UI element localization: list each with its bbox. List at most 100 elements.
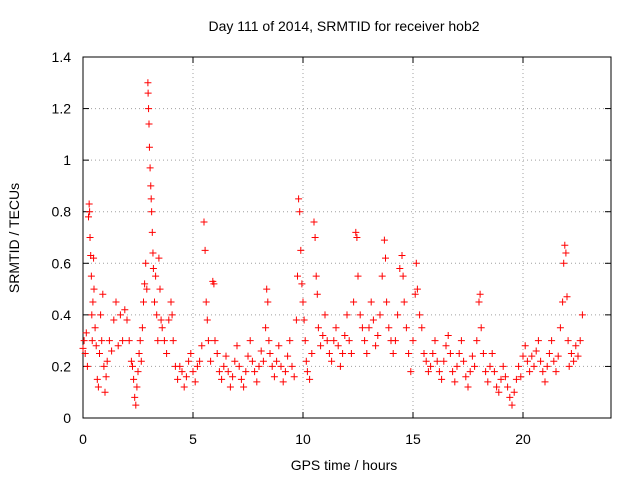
- data-point: [100, 362, 108, 370]
- data-point: [125, 337, 133, 345]
- data-point: [449, 368, 457, 376]
- data-point: [576, 337, 584, 345]
- data-point: [501, 373, 509, 381]
- data-point: [303, 368, 311, 376]
- data-point: [255, 362, 263, 370]
- data-point: [399, 272, 407, 280]
- data-point: [88, 337, 96, 345]
- data-point: [482, 368, 490, 376]
- data-point: [174, 375, 182, 383]
- data-point: [550, 357, 558, 365]
- data-point: [114, 342, 122, 350]
- data-point: [354, 272, 362, 280]
- data-point: [207, 357, 215, 365]
- data-point: [265, 337, 273, 345]
- plot-frame: [82, 56, 612, 419]
- data-point: [135, 350, 143, 358]
- data-point: [147, 195, 155, 203]
- data-point: [424, 368, 432, 376]
- data-point: [87, 272, 95, 280]
- data-point: [521, 342, 529, 350]
- data-point: [495, 388, 503, 396]
- data-point: [226, 383, 234, 391]
- data-point: [148, 228, 156, 236]
- data-point: [141, 280, 149, 288]
- data-point: [341, 331, 349, 339]
- data-point: [455, 350, 463, 358]
- data-point: [229, 373, 237, 381]
- data-point: [363, 350, 371, 358]
- data-point: [374, 331, 382, 339]
- data-point: [142, 259, 150, 267]
- data-point: [532, 347, 540, 355]
- data-point: [200, 218, 208, 226]
- data-point: [148, 208, 156, 216]
- data-point: [138, 324, 146, 332]
- data-point: [497, 375, 505, 383]
- data-point: [203, 316, 211, 324]
- data-point: [385, 324, 393, 332]
- data-point: [561, 241, 569, 249]
- data-point: [204, 337, 212, 345]
- data-point: [506, 393, 514, 401]
- x-tick-label: 5: [189, 431, 197, 447]
- data-point: [167, 298, 175, 306]
- data-point: [294, 272, 301, 280]
- data-point: [356, 311, 364, 319]
- data-point: [297, 246, 305, 254]
- data-point: [298, 280, 306, 288]
- data-point: [158, 324, 166, 332]
- data-point: [302, 357, 310, 365]
- data-point: [127, 357, 135, 365]
- data-point: [574, 352, 582, 360]
- data-point: [314, 324, 322, 332]
- data-point: [416, 311, 424, 319]
- data-point: [528, 352, 536, 360]
- data-point: [86, 234, 94, 241]
- data-point: [460, 357, 468, 365]
- data-point: [136, 337, 144, 345]
- data-point: [165, 316, 173, 324]
- data-point: [101, 388, 109, 396]
- data-point: [146, 164, 154, 172]
- data-point: [310, 218, 318, 226]
- data-point: [365, 324, 373, 332]
- data-point: [86, 208, 94, 216]
- data-point: [140, 298, 147, 306]
- data-point: [99, 290, 107, 298]
- data-point: [133, 383, 141, 391]
- y-tick-label: 0: [63, 410, 71, 426]
- data-point: [119, 337, 127, 345]
- data-point: [312, 272, 320, 280]
- data-point: [530, 362, 538, 370]
- y-tick-label: 1.2: [52, 101, 72, 117]
- data-point: [90, 285, 98, 293]
- data-point: [121, 306, 129, 314]
- data-point: [201, 246, 209, 254]
- data-point: [484, 378, 492, 386]
- data-point: [396, 264, 404, 272]
- y-tick-label: 0.8: [52, 204, 72, 220]
- data-point: [412, 259, 420, 267]
- x-tick-label: 0: [79, 431, 87, 447]
- data-point: [91, 324, 99, 332]
- data-point: [198, 342, 206, 350]
- data-point: [92, 342, 100, 350]
- data-point: [453, 362, 461, 370]
- data-point: [112, 298, 120, 306]
- x-tick-label: 20: [515, 431, 531, 447]
- data-point: [523, 357, 531, 365]
- data-point: [273, 357, 281, 365]
- data-point: [563, 293, 571, 301]
- data-point: [89, 298, 97, 306]
- data-point: [541, 378, 549, 386]
- data-point: [442, 342, 450, 350]
- x-tick-labels: 0 5 10 15 20: [79, 431, 531, 447]
- data-point: [151, 298, 158, 306]
- data-point: [178, 368, 186, 376]
- data-point: [263, 285, 271, 293]
- data-point: [144, 89, 152, 97]
- data-point: [264, 298, 272, 306]
- data-point: [429, 350, 437, 358]
- data-point: [319, 331, 327, 339]
